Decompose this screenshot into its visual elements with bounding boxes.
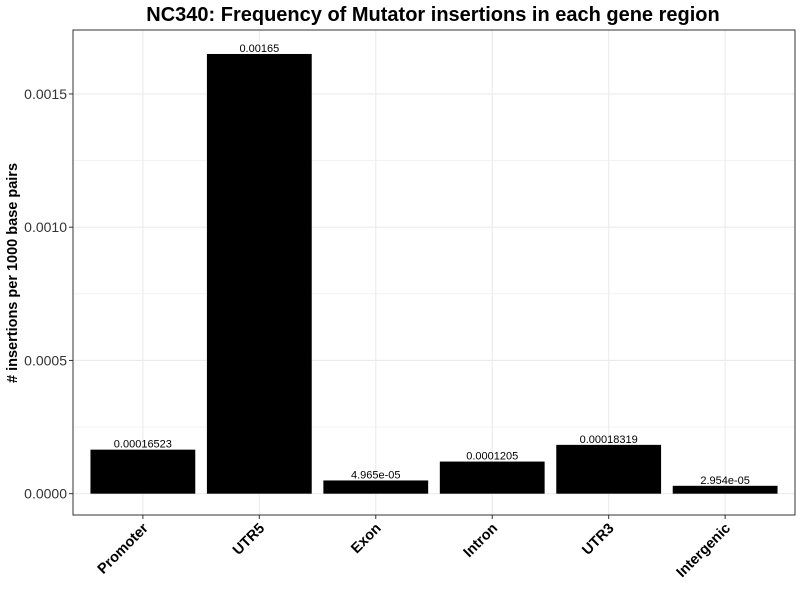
x-tick-label-intron: Intron bbox=[461, 521, 501, 561]
x-tick-label-utr3: UTR3 bbox=[579, 521, 617, 559]
bar-promoter bbox=[90, 449, 196, 494]
x-tick-label-utr5: UTR5 bbox=[230, 521, 268, 559]
bar-exon bbox=[323, 480, 429, 494]
y-axis-label: # insertions per 1000 base pairs bbox=[5, 163, 21, 383]
chart-title: NC340: Frequency of Mutator insertions i… bbox=[146, 4, 719, 26]
data-label-utr5: 0.00165 bbox=[239, 43, 279, 55]
y-tick-label: 0.0000 bbox=[24, 486, 67, 502]
bar-intergenic bbox=[672, 485, 778, 494]
plot-panel bbox=[73, 30, 795, 515]
grid-lines bbox=[73, 30, 795, 515]
y-tick-label: 0.0005 bbox=[24, 352, 67, 368]
x-axis: Promoter UTR5 Exon Intron UTR3 Intergenic bbox=[95, 515, 734, 581]
y-axis: 0.0000 0.0005 0.0010 0.0015 bbox=[24, 86, 73, 502]
x-tick-label-promoter: Promoter bbox=[95, 520, 152, 577]
data-label-exon: 4.965e-05 bbox=[351, 469, 401, 481]
x-tick-label-exon: Exon bbox=[348, 521, 384, 557]
y-tick-label: 0.0015 bbox=[24, 86, 67, 102]
bar-utr3 bbox=[556, 444, 662, 494]
plot-panel-border bbox=[72, 29, 796, 516]
bar-utr5 bbox=[206, 53, 312, 494]
data-labels: 0.00016523 0.00165 4.965e-05 0.0001205 0.000… bbox=[114, 43, 750, 487]
bar-intron bbox=[439, 461, 545, 494]
data-label-intron: 0.0001205 bbox=[466, 451, 518, 463]
y-tick-label: 0.0010 bbox=[24, 219, 67, 235]
bars bbox=[90, 53, 778, 494]
x-tick-label-intergenic: Intergenic bbox=[674, 521, 734, 581]
data-label-promoter: 0.00016523 bbox=[114, 439, 172, 451]
data-label-intergenic: 2.954e-05 bbox=[700, 475, 750, 487]
data-label-utr3: 0.00018319 bbox=[580, 434, 638, 446]
